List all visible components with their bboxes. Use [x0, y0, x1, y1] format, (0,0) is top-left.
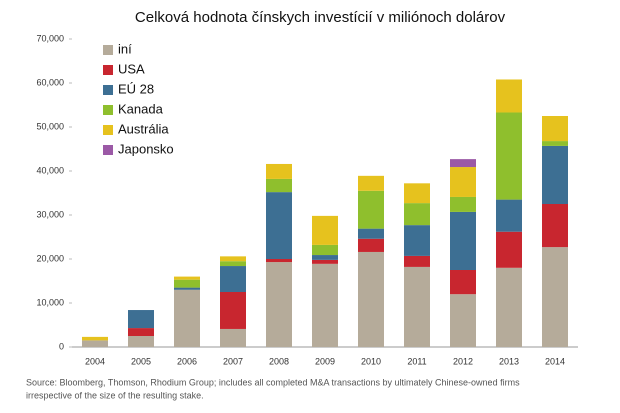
- bar-segment: [542, 145, 568, 204]
- bar-segment: [358, 251, 384, 347]
- bar-segment: [450, 211, 476, 270]
- bar-segment: [312, 215, 338, 245]
- bar-segment: [220, 266, 246, 292]
- bar-segment: [358, 175, 384, 191]
- x-tick-label: 2008: [269, 356, 289, 366]
- bar-segment: [174, 279, 200, 288]
- bar-segment: [542, 116, 568, 142]
- x-tick-label: 2011: [407, 356, 426, 366]
- bar-segment: [266, 163, 292, 179]
- legend-label: EÚ 28: [118, 81, 154, 96]
- bar-segment: [220, 261, 246, 267]
- bar-segment: [312, 255, 338, 260]
- bar-segment: [496, 79, 522, 113]
- bar-segment: [220, 328, 246, 347]
- bar-segment: [128, 328, 154, 336]
- bar-segment: [496, 267, 522, 347]
- bar-segment: [312, 263, 338, 347]
- y-tick-label: 60,000: [36, 77, 64, 87]
- x-tick-label: 2004: [85, 356, 105, 366]
- bar-segment: [82, 340, 108, 347]
- y-tick-label: 10,000: [36, 297, 64, 307]
- legend-label: Japonsko: [118, 141, 174, 156]
- x-tick-label: 2006: [177, 356, 197, 366]
- bar-segment: [404, 266, 430, 347]
- y-tick-label: 30,000: [36, 209, 64, 219]
- bar-segment: [358, 238, 384, 252]
- x-tick-label: 2010: [361, 356, 381, 366]
- legend-swatch: [103, 145, 113, 155]
- bar-segment: [404, 183, 430, 204]
- x-tick-label: 2014: [545, 356, 565, 366]
- bar-segment: [450, 196, 476, 212]
- bar-segment: [312, 244, 338, 256]
- source-note: Source: Bloomberg, Thomson, Rhodium Grou…: [26, 377, 520, 387]
- legend-label: Kanada: [118, 101, 164, 116]
- bar-segment: [266, 178, 292, 193]
- legend-label: iní: [118, 41, 132, 56]
- y-tick-label: 50,000: [36, 121, 64, 131]
- legend-label: USA: [118, 61, 145, 76]
- bar-segment: [220, 292, 246, 329]
- bar-segment: [174, 289, 200, 347]
- x-tick-label: 2013: [499, 356, 519, 366]
- y-tick-label: 40,000: [36, 165, 64, 175]
- bar-segment: [128, 336, 154, 347]
- bar-segment: [496, 112, 522, 200]
- bar-segment: [542, 247, 568, 347]
- y-tick-label: 0: [59, 341, 64, 351]
- legend-label: Austrália: [118, 121, 169, 136]
- bar-segment: [266, 262, 292, 347]
- legend-swatch: [103, 45, 113, 55]
- legend-swatch: [103, 85, 113, 95]
- bar-segment: [450, 270, 476, 295]
- source-note: irrespective of the size of the resultin…: [26, 390, 204, 400]
- x-tick-label: 2005: [131, 356, 151, 366]
- bar-segment: [404, 203, 430, 226]
- x-tick-label: 2009: [315, 356, 335, 366]
- bar-segment: [404, 255, 430, 267]
- bar-segment: [128, 310, 154, 329]
- bar-segment: [450, 294, 476, 347]
- bar-segment: [450, 159, 476, 168]
- bar-segment: [542, 141, 568, 146]
- legend-swatch: [103, 105, 113, 115]
- bar-segment: [82, 336, 108, 341]
- bar-segment: [174, 287, 200, 290]
- bar-segment: [542, 204, 568, 248]
- chart-title: Celková hodnota čínskych investícií v mi…: [135, 9, 506, 26]
- bar-segment: [404, 225, 430, 256]
- bar-segment: [358, 228, 384, 239]
- bar-segment: [266, 259, 292, 263]
- bar-segment: [266, 192, 292, 259]
- x-tick-label: 2012: [453, 356, 473, 366]
- bar-segment: [496, 199, 522, 232]
- bar-segment: [220, 256, 246, 262]
- legend-swatch: [103, 65, 113, 75]
- x-tick-label: 2007: [223, 356, 243, 366]
- y-tick-label: 20,000: [36, 253, 64, 263]
- bar-segment: [450, 167, 476, 197]
- bar-segment: [312, 259, 338, 264]
- legend-swatch: [103, 125, 113, 135]
- y-tick-label: 70,000: [36, 33, 64, 43]
- bar-segment: [496, 231, 522, 268]
- bar-segment: [358, 190, 384, 229]
- bar-segment: [174, 276, 200, 280]
